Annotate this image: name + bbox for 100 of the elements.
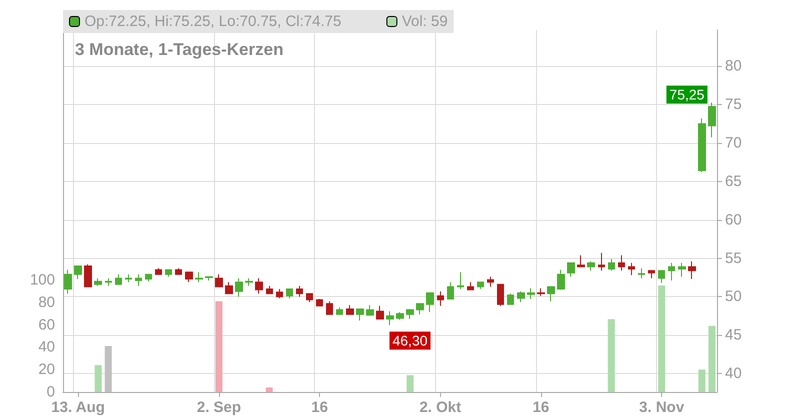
candlestick	[547, 286, 555, 302]
x-tick-label: 16	[311, 399, 328, 416]
bar	[708, 326, 716, 392]
candlestick	[457, 272, 464, 290]
annotation: 46,30	[392, 332, 428, 349]
candlestick	[235, 278, 243, 298]
candlestick	[376, 305, 384, 320]
candlestick	[567, 262, 575, 278]
candlestick	[205, 276, 213, 282]
x-tick-label: 3. Nov	[639, 399, 685, 416]
candlestick	[628, 262, 635, 276]
y2-tick-label: 60	[38, 316, 55, 334]
candlestick	[396, 312, 404, 320]
candlestick	[145, 274, 152, 282]
legend-label: Vol: 59	[402, 13, 448, 30]
candlestick	[688, 260, 696, 280]
bar	[658, 286, 666, 392]
y-tick-label: 75	[725, 96, 742, 114]
x-tick-label: 2. Okt	[419, 399, 462, 416]
bar	[94, 365, 102, 392]
candlestick	[215, 274, 223, 288]
candlestick	[678, 262, 686, 278]
candlestick	[517, 290, 525, 303]
annotation: 75,25	[669, 86, 705, 103]
candlestick	[638, 268, 645, 279]
candlestick	[487, 276, 494, 288]
candlestick	[467, 282, 474, 290]
candlestick	[668, 262, 675, 282]
bar	[104, 346, 112, 392]
candlestick	[336, 306, 343, 315]
x-tick-label: 2. Sep	[196, 399, 242, 416]
candlestick	[406, 308, 414, 320]
candlestick	[507, 293, 514, 305]
candlestick	[125, 274, 132, 283]
candlestick	[426, 292, 434, 313]
y-tick-label: 60	[725, 211, 742, 228]
candlestick	[447, 282, 454, 300]
y-tick-label: 45	[725, 326, 742, 344]
candlestick	[135, 274, 142, 286]
x-tick-label: 16	[532, 399, 550, 416]
candlestick	[587, 260, 595, 272]
candlestick	[698, 118, 706, 173]
candlestick	[326, 300, 333, 315]
candlestick	[416, 303, 424, 315]
candlestick	[346, 304, 354, 315]
candlestick	[356, 308, 364, 322]
candlestick	[94, 278, 102, 286]
candlestick	[386, 310, 394, 326]
candlestick	[175, 268, 182, 275]
candlestick	[577, 254, 585, 268]
candlestick	[437, 290, 444, 306]
y-tick-label: 40	[725, 365, 742, 382]
candlestick	[84, 264, 92, 288]
candlestick	[276, 288, 283, 299]
candlestick	[598, 252, 605, 272]
candlestick	[105, 278, 112, 286]
candlestick	[64, 269, 72, 294]
y2-tick-label: 20	[38, 361, 55, 378]
candlestick	[286, 288, 293, 299]
candlestick	[225, 282, 233, 294]
candlestick	[648, 270, 655, 279]
x-tick-label: 13. Aug	[51, 399, 105, 416]
y2-tick-label: 80	[38, 294, 55, 311]
legend-label: Op:72.25, Hi:75.25, Lo:70.75, Cl:74.75	[84, 13, 342, 30]
y2-tick-label: 100	[30, 271, 55, 288]
candlestick	[155, 268, 162, 275]
candlestick	[477, 282, 484, 290]
candlestick	[366, 304, 374, 316]
candlestick	[618, 254, 625, 272]
candlestick	[497, 284, 504, 306]
candlestick	[608, 258, 615, 272]
y-tick-label: 80	[725, 58, 742, 75]
candlestick	[266, 285, 273, 294]
y-tick-label: 70	[725, 134, 742, 152]
candlestick	[306, 293, 313, 303]
bar	[608, 319, 615, 392]
y-tick-label: 50	[725, 288, 742, 306]
bar	[698, 370, 706, 392]
y-tick-label: 55	[725, 250, 742, 267]
candlestick	[195, 272, 203, 283]
bar	[266, 388, 273, 392]
candlestick	[527, 288, 535, 300]
candlestick	[296, 285, 303, 298]
candlestick	[708, 102, 716, 138]
bar	[215, 301, 222, 392]
text: 3 Monate, 1-Tages-Kerzen	[75, 40, 284, 59]
candlestick	[255, 278, 263, 294]
candlestick	[537, 288, 545, 296]
candlestick	[557, 269, 565, 290]
y2-tick-label: 40	[38, 338, 55, 356]
candlestick	[74, 265, 82, 280]
y2-tick-label: 0	[46, 384, 55, 400]
candlestick	[316, 298, 323, 306]
candlestick	[165, 269, 172, 278]
candlestick	[658, 270, 665, 284]
candlestick	[115, 274, 122, 285]
bar	[406, 375, 414, 392]
candlestick	[245, 278, 253, 286]
y-tick-label: 65	[725, 172, 742, 190]
candlestick	[185, 272, 193, 283]
